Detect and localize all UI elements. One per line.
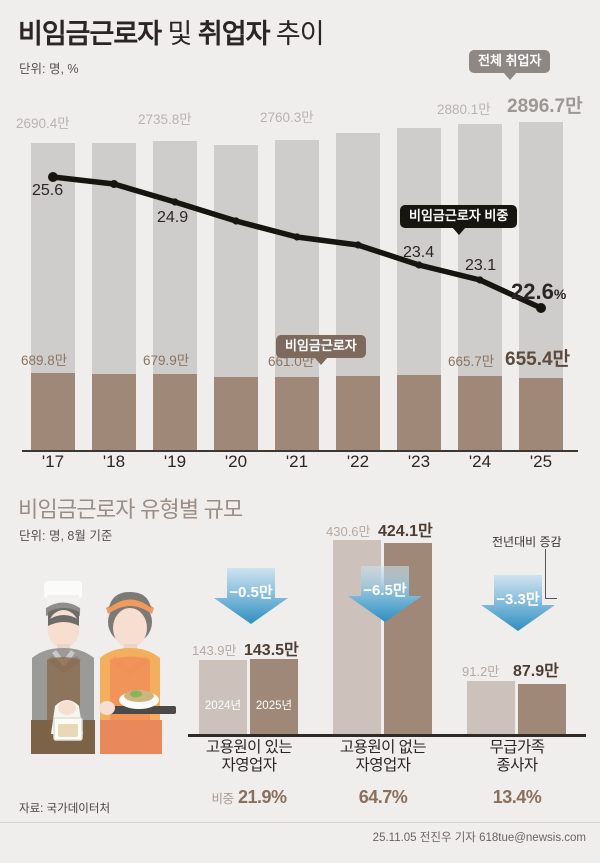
share-value-2024: 23.1	[465, 257, 497, 274]
yoy-note-leader	[545, 549, 557, 599]
chart2-baseline	[188, 734, 586, 737]
category-with-employees-line2: 자영업자	[221, 756, 277, 774]
brown-value-2017: 689.8만	[21, 353, 68, 368]
brown-bar-2019	[153, 374, 197, 450]
share-with-employees: 비중 21.9%	[186, 787, 312, 808]
section2-title: 비임금근로자 유형별 규모	[18, 497, 243, 522]
value-prev-with-employees: 143.9만	[192, 643, 237, 658]
brown-value-2019: 679.9만	[143, 353, 190, 368]
server-figure	[99, 592, 176, 754]
share-value-2025-suffix: %	[553, 286, 567, 302]
brown-bar-2020	[214, 377, 258, 450]
share-value-2017: 25.6	[32, 182, 64, 199]
callout-total-employed: 전체 취업자	[469, 50, 551, 74]
value-curr-with-employees: 143.5만	[244, 642, 299, 659]
value-prev-unpaid-family: 91.2만	[462, 664, 500, 679]
delta-arrow-with-employees: −0.5만	[214, 568, 288, 624]
brown-bar-2023	[397, 375, 441, 450]
x-label-2020: '20	[224, 452, 248, 471]
x-label-2021: '21	[285, 452, 309, 471]
chart1-baseline	[22, 450, 578, 452]
yoy-note-label: 전년대비 증감	[492, 535, 562, 549]
category-without-employees: 고용원이 없는 자영업자	[320, 739, 446, 775]
self-employed-illustration	[31, 581, 176, 754]
x-label-2018: '18	[102, 452, 126, 471]
gray-value-2019: 2735.8만	[138, 112, 192, 127]
title-tail: 추이	[269, 19, 325, 49]
category-unpaid-family-line2: 종사자	[496, 756, 538, 774]
brown-bar-2017	[31, 373, 75, 450]
brown-bar-2025	[519, 378, 563, 450]
gray-value-2017: 2690.4만	[16, 116, 70, 131]
x-label-2019: '19	[163, 452, 187, 471]
credit-line: 25.11.05 전진우 기자 618tue@newsis.com	[372, 832, 586, 844]
bar-prev-with-employees	[199, 660, 247, 734]
year-label-prev: 2024년	[204, 700, 242, 712]
brown-bar-2021	[275, 377, 319, 450]
delta-arrow-unpaid-family: −3.3만	[481, 575, 555, 631]
x-label-2022: '22	[346, 452, 370, 471]
title-bold-1: 비임금근로자	[18, 19, 162, 49]
delta-text-without-employees: −6.5만	[363, 582, 407, 599]
share-value-with-employees: 21.9%	[237, 787, 287, 807]
title-bold-2: 취업자	[197, 19, 271, 49]
category-without-employees-line1: 고용원이 없는	[339, 739, 427, 756]
value-prev-without-employees: 430.6만	[326, 524, 371, 539]
bar-curr-with-employees	[250, 659, 298, 734]
share-value-2025-number: 22.6	[511, 279, 554, 304]
x-label-2024: '24	[468, 452, 492, 471]
value-curr-without-employees: 424.1만	[378, 523, 433, 540]
category-with-employees-line1: 고용원이 있는	[205, 739, 293, 756]
share-line-series	[48, 172, 546, 313]
x-label-2023: '23	[407, 452, 431, 471]
callout-nonwage-share: 비임금근로자 비중	[400, 205, 518, 229]
share-value-2023: 23.4	[403, 244, 435, 261]
chart1-unit-note: 단위: 명, %	[19, 62, 79, 76]
chef-figure	[31, 581, 95, 754]
category-with-employees: 고용원이 있는 자영업자	[186, 739, 312, 775]
brown-bar-2018	[92, 374, 136, 450]
bar-curr-unpaid-family	[518, 684, 566, 734]
value-curr-unpaid-family: 87.9만	[513, 663, 559, 680]
delta-arrow-without-employees: −6.5만	[348, 566, 422, 622]
bar-prev-unpaid-family	[467, 681, 515, 734]
share-value-2019: 24.9	[157, 209, 189, 226]
year-label-curr: 2025년	[255, 700, 293, 712]
title-mid: 및	[161, 19, 198, 49]
share-without-employees: 64.7%	[358, 787, 408, 807]
x-label-2025: '25	[529, 452, 553, 471]
gray-value-2021: 2760.3만	[260, 110, 314, 125]
delta-text-with-employees: −0.5만	[229, 584, 273, 601]
gray-value-2024: 2880.1만	[437, 102, 491, 117]
brown-bar-2022	[336, 376, 380, 450]
trend-chart: 2690.4만 2735.8만 2760.3만 2880.1만 2896.7만 …	[16, 96, 583, 471]
page-title: 비임금근로자 및 취업자 추이	[18, 12, 325, 51]
share-unpaid-family: 13.4%	[492, 787, 542, 807]
brown-bar-2024	[458, 376, 502, 450]
gray-value-2025: 2896.7만	[507, 96, 583, 117]
brown-value-2025: 655.4만	[505, 349, 571, 370]
category-without-employees-line2: 자영업자	[355, 756, 411, 774]
section2-unit-note: 단위: 명, 8월 기준	[19, 529, 113, 543]
share-prefix-label: 비중	[211, 792, 234, 806]
x-label-2017: '17	[41, 452, 65, 471]
footer-divider	[0, 822, 600, 823]
share-value-2025: 22.6%	[511, 279, 566, 305]
callout-nonwage-workers: 비임금근로자	[276, 335, 366, 359]
category-unpaid-family: 무급가족 종사자	[454, 739, 580, 775]
delta-text-unpaid-family: −3.3만	[496, 591, 540, 608]
category-unpaid-family-line1: 무급가족	[489, 739, 545, 756]
source-note: 자료: 국가데이터처	[19, 803, 111, 815]
brown-value-2024: 665.7만	[448, 354, 495, 369]
